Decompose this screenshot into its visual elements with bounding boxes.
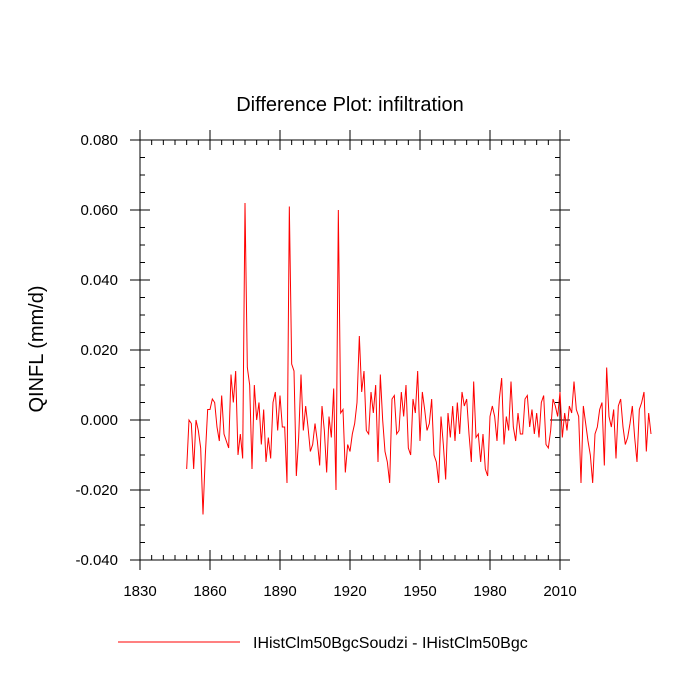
y-tick-label: 0.000 [80, 412, 118, 429]
x-tick-label: 2010 [543, 583, 576, 600]
plot-frame [139, 139, 561, 561]
series-line [186, 202, 652, 515]
y-tick-label: -0.020 [75, 482, 118, 499]
y-axis-ticks [130, 139, 570, 561]
x-tick-label: 1830 [123, 583, 156, 600]
legend-label: IHistClm50BgcSoudzi - IHistClm50Bgc [253, 635, 528, 652]
x-tick-label: 1920 [333, 583, 366, 600]
y-tick-label: 0.060 [80, 202, 118, 219]
legend: IHistClm50BgcSoudzi - IHistClm50Bgc [118, 635, 528, 652]
y-tick-label: 0.020 [80, 342, 118, 359]
y-axis-tick-labels: -0.040 -0.020 0.000 0.020 0.040 0.060 0.080 [75, 132, 118, 569]
chart-title: Difference Plot: infiltration [236, 94, 464, 116]
y-tick-label: 0.040 [80, 272, 118, 289]
x-tick-label: 1860 [193, 583, 226, 600]
y-axis-label: QINFL (mm/d) [26, 285, 48, 412]
x-tick-label: 1890 [263, 583, 296, 600]
x-tick-label: 1950 [403, 583, 436, 600]
y-tick-label: -0.040 [75, 552, 118, 569]
x-axis-tick-labels: 1830 1860 1890 1920 1950 1980 2010 [123, 583, 576, 600]
y-tick-label: 0.080 [80, 132, 118, 149]
series-group [186, 202, 652, 515]
x-tick-label: 1980 [473, 583, 506, 600]
